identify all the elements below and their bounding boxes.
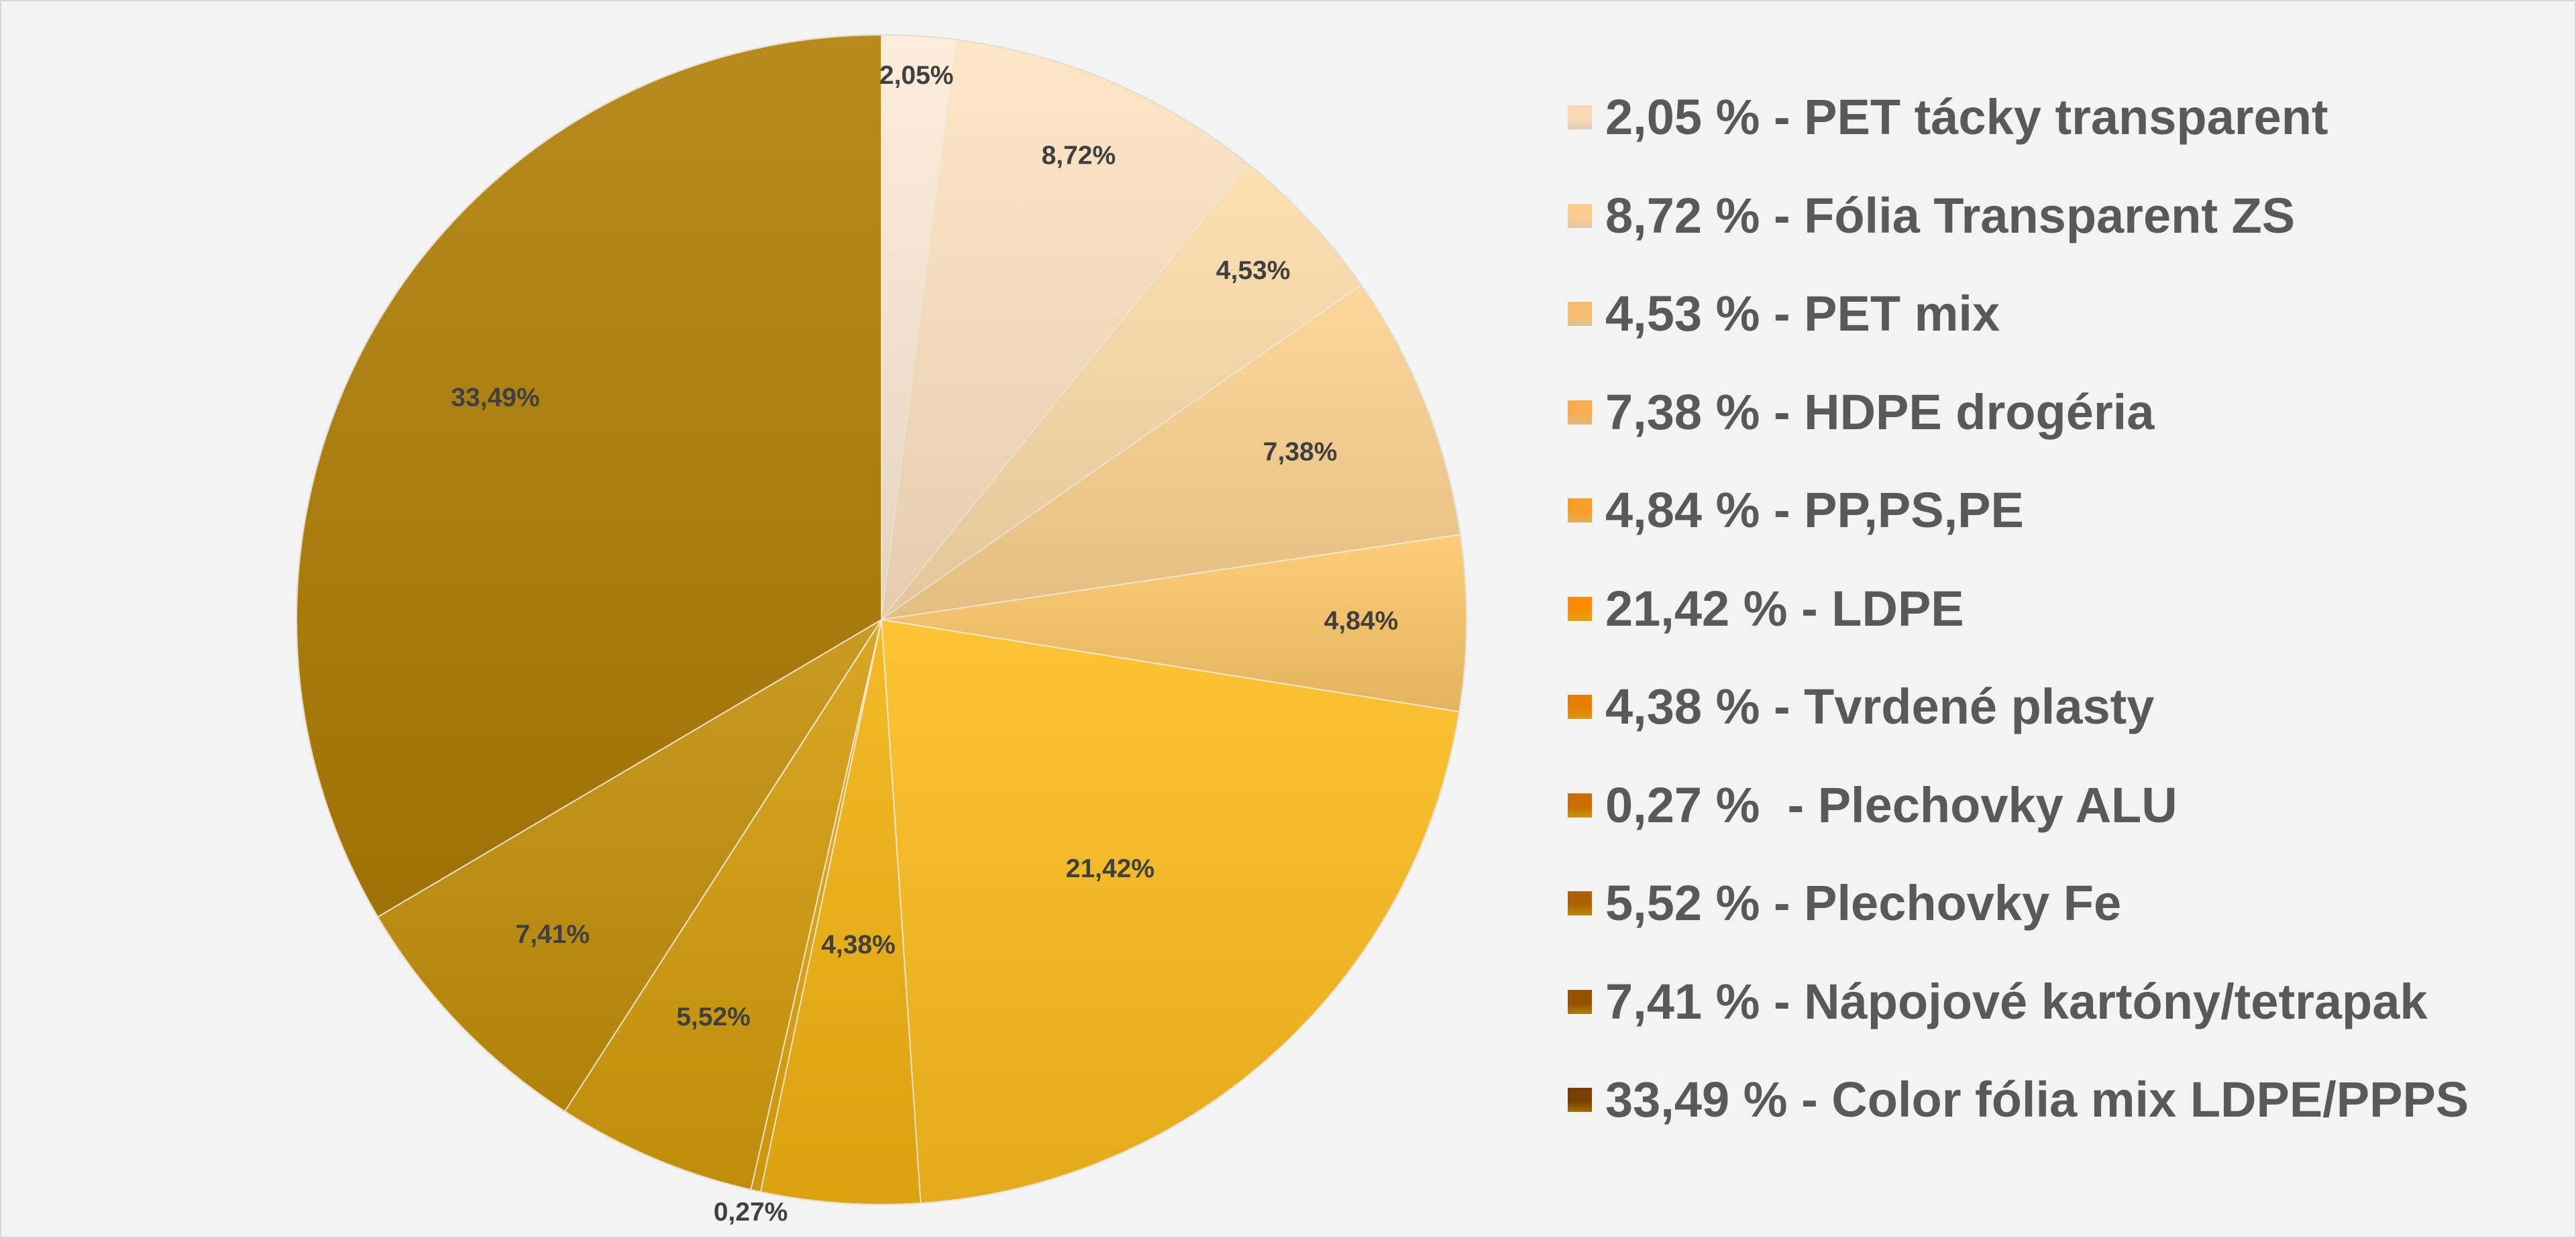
pie-data-label-6: 21,42% — [1066, 854, 1155, 883]
legend-label-9: 5,52 % - Plechovky Fe — [1605, 875, 2122, 932]
legend-swatch-4 — [1568, 400, 1592, 425]
pie-data-label-11: 33,49% — [451, 384, 539, 412]
legend-swatch-8 — [1568, 793, 1592, 818]
pie-slices — [296, 34, 1467, 1205]
legend-label-5: 4,84 % - PP,PS,PE — [1605, 482, 2024, 539]
pie-data-label-10: 7,41% — [516, 920, 590, 949]
pie-slice-shade-9 — [564, 620, 881, 1190]
legend-label-11: 33,49 % - Color fólia mix LDPE/PPPS — [1605, 1072, 2469, 1128]
legend-swatch-10 — [1568, 989, 1592, 1014]
legend-item-7: 4,38 % - Tvrdené plasty — [1568, 658, 2561, 756]
legend-label-8: 0,27 % - Plechovky ALU — [1605, 777, 2178, 833]
pie-slice-shade-4 — [881, 284, 1460, 620]
pie-slice-shade-11 — [297, 35, 881, 917]
pie-data-label-5: 4,84% — [1324, 607, 1399, 636]
legend-label-7: 4,38 % - Tvrdené plasty — [1605, 679, 2155, 735]
legend-item-3: 4,53 % - PET mix — [1568, 265, 2561, 363]
pie-slice-shade-2 — [881, 40, 1248, 620]
legend-label-4: 7,38 % - HDPE drogéria — [1605, 384, 2155, 440]
legend-label-3: 4,53 % - PET mix — [1605, 286, 2000, 342]
pie-slice-shade-7 — [760, 620, 921, 1205]
legend-item-9: 5,52 % - Plechovky Fe — [1568, 854, 2561, 953]
chart-legend: 2,05 % - PET tácky transparent 8,72 % - F… — [1568, 68, 2561, 1149]
legend-swatch-7 — [1568, 695, 1592, 720]
pie-outline — [296, 34, 1467, 1205]
legend-item-2: 8,72 % - Fólia Transparent ZS — [1568, 167, 2561, 266]
legend-swatch-1 — [1568, 105, 1592, 130]
pie-data-label-9: 5,52% — [676, 1003, 751, 1031]
pie-data-label-1: 2,05% — [879, 61, 954, 90]
pie-slice-shade-6 — [881, 620, 1460, 1204]
legend-item-10: 7,41 % - Nápojové kartóny/tetrapak — [1568, 953, 2561, 1052]
legend-item-5: 4,84 % - PP,PS,PE — [1568, 461, 2561, 560]
legend-swatch-3 — [1568, 302, 1592, 327]
pie-data-label-3: 4,53% — [1216, 256, 1291, 285]
pie-slice-shade-5 — [881, 534, 1466, 712]
legend-item-6: 21,42 % - LDPE — [1568, 560, 2561, 659]
pie-slice-shade-3 — [881, 164, 1361, 620]
pie-data-label-7: 4,38% — [821, 930, 896, 959]
pie-data-label-8: 0,27% — [714, 1198, 788, 1227]
pie-data-label-2: 8,72% — [1042, 141, 1116, 170]
legend-swatch-11 — [1568, 1088, 1592, 1113]
legend-label-1: 2,05 % - PET tácky transparent — [1605, 89, 2328, 146]
legend-item-4: 7,38 % - HDPE drogéria — [1568, 363, 2561, 462]
legend-swatch-2 — [1568, 203, 1592, 228]
legend-swatch-9 — [1568, 891, 1592, 916]
legend-item-1: 2,05 % - PET tácky transparent — [1568, 68, 2561, 167]
legend-label-10: 7,41 % - Nápojové kartóny/tetrapak — [1605, 973, 2428, 1029]
legend-label-2: 8,72 % - Fólia Transparent ZS — [1605, 187, 2296, 243]
pie-data-label-4: 7,38% — [1263, 438, 1338, 467]
legend-item-8: 0,27 % - Plechovky ALU — [1568, 756, 2561, 855]
legend-swatch-6 — [1568, 596, 1592, 621]
legend-label-6: 21,42 % - LDPE — [1605, 580, 1964, 636]
legend-item-11: 33,49 % - Color fólia mix LDPE/PPPS — [1568, 1051, 2561, 1149]
legend-swatch-5 — [1568, 498, 1592, 523]
pie-slice-shade-10 — [378, 620, 881, 1112]
pie-data-labels: 2,05% 8,72% 4,53% 7,38% 4,84% 21,42% 4,38% 0,27… — [451, 61, 1398, 1227]
